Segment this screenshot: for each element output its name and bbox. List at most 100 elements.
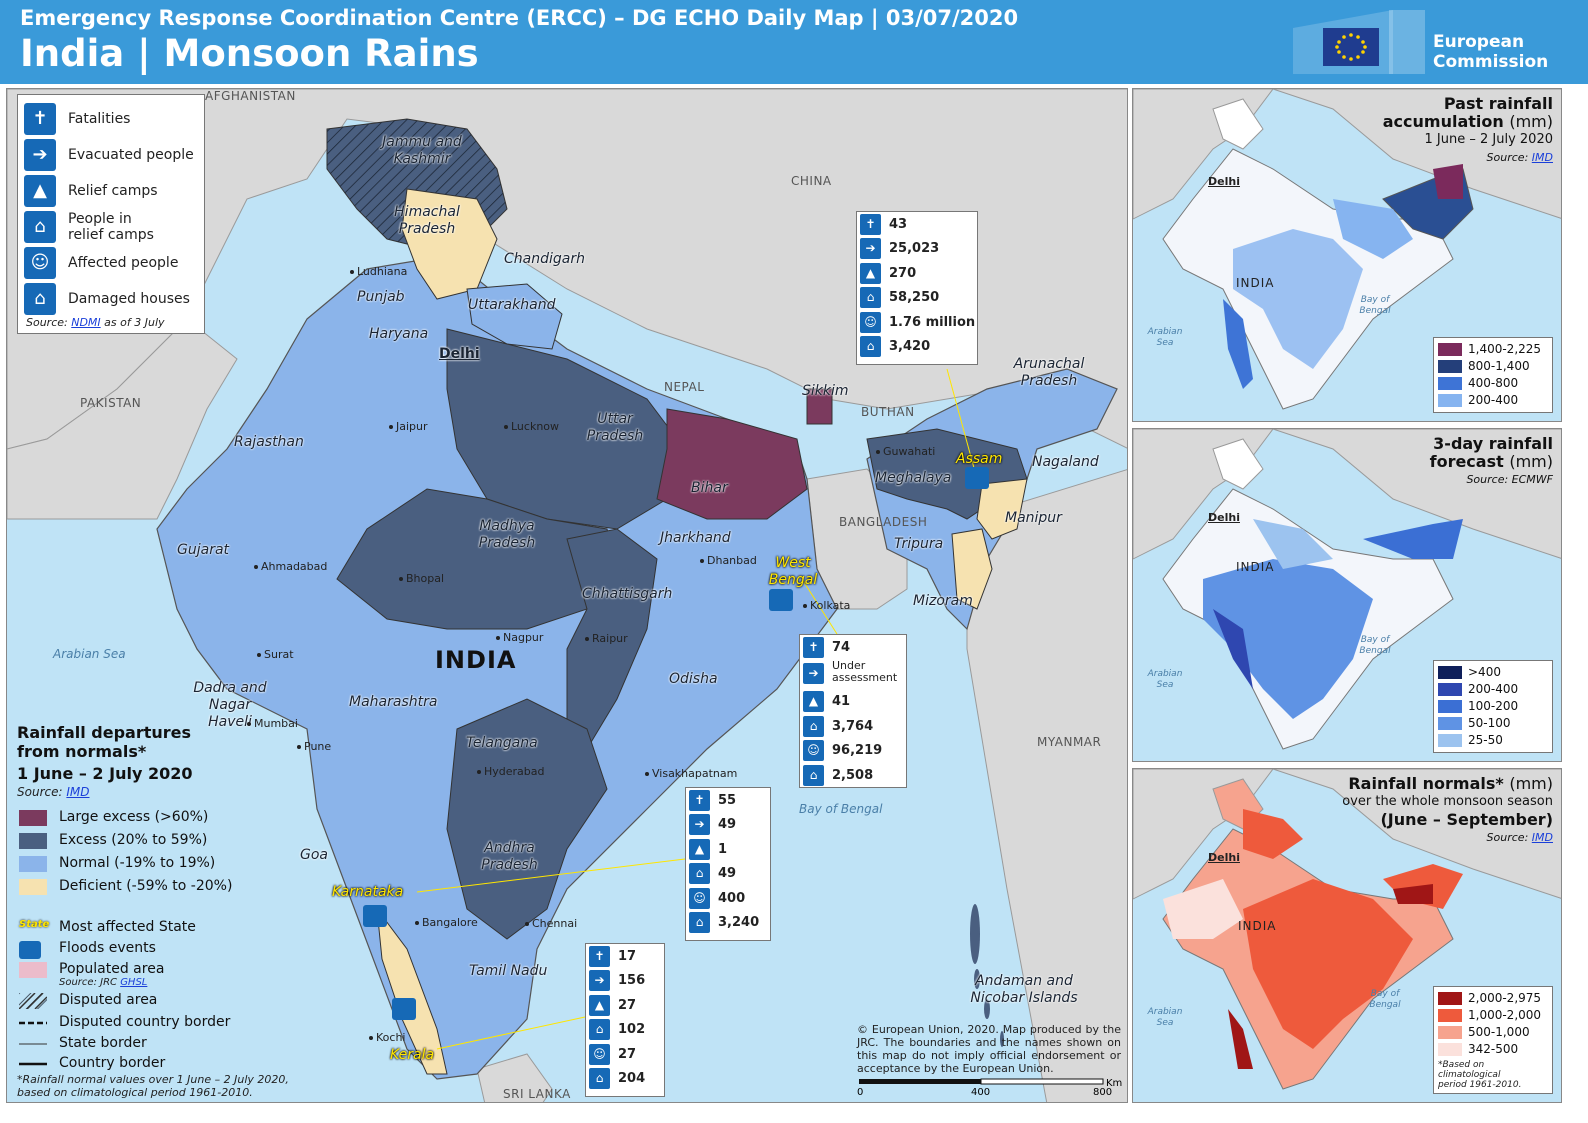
label-haryana: Haryana xyxy=(369,326,429,342)
assam-fatalities: 43 xyxy=(889,217,908,232)
label-bay-of-bengal: Bay of Bengal xyxy=(799,802,883,816)
past-bay-of-bengal: Bay of Bengal xyxy=(1359,295,1391,316)
city-visakhapatnam: Visakhapatnam xyxy=(645,767,737,780)
normals-title: Rainfall normals* (mm) over the whole mo… xyxy=(1342,774,1553,845)
label-sikkim: Sikkim xyxy=(802,383,849,399)
normals-delhi-label: Delhi xyxy=(1208,851,1240,864)
flood-event-icon xyxy=(19,941,41,959)
ghsl-link[interactable]: GHSL xyxy=(120,977,148,988)
ndmi-link[interactable]: NDMI xyxy=(71,316,101,329)
normals-bay-of-bengal: Bay of Bengal xyxy=(1369,989,1401,1010)
people-in-camps-icon: ⌂ xyxy=(24,211,56,243)
label-sri-lanka: SRI LANKA xyxy=(503,1087,571,1101)
normals-legend: 2,000-2,975 1,000-2,000 500-1,000 342-50… xyxy=(1433,986,1553,1094)
label-madhya-pradesh: Madhya Pradesh xyxy=(478,518,536,551)
label-bhutan: BUTHAN xyxy=(861,405,915,419)
city-ahmadabad: Ahmadabad xyxy=(254,560,327,573)
assam-relief-camps: 270 xyxy=(889,265,917,281)
evacuated-people-icon: ➔ xyxy=(24,139,56,171)
label-arunachal: Arunachal Pradesh xyxy=(1013,356,1085,389)
label-bihar: Bihar xyxy=(691,480,728,496)
label-afghanistan: AFGHANISTAN xyxy=(205,89,296,103)
label-andaman-nicobar: Andaman and Nicobar Islands xyxy=(970,973,1078,1006)
city-lucknow: Lucknow xyxy=(504,420,559,433)
city-pune: Pune xyxy=(297,740,331,753)
state-border-line xyxy=(19,1043,47,1045)
forecast-legend: >400 200-400 100-200 50-100 25-50 xyxy=(1433,660,1553,753)
main-map: AFGHANISTAN CHINA PAKISTAN NEPAL BUTHAN … xyxy=(6,88,1128,1103)
karnataka-damaged-houses: 3,240 xyxy=(718,914,760,930)
assam-affected: 1.76 million xyxy=(889,314,976,330)
evacuated-people-icon: ➔ xyxy=(689,814,710,836)
label-manipur: Manipur xyxy=(1005,510,1062,526)
normals-note: *Based on climatological period 1961-2010… xyxy=(1438,1060,1522,1090)
forecast-india-label: INDIA xyxy=(1236,560,1275,574)
label-chandigarh: Chandigarh xyxy=(504,251,585,267)
state-tag-icon: State xyxy=(19,919,50,930)
evacuated-people-icon: ➔ xyxy=(860,238,881,260)
karnataka-affected: 400 xyxy=(718,890,746,906)
karnataka-people-in-camps: 49 xyxy=(718,866,737,882)
damaged-houses-icon: ⌂ xyxy=(589,1067,610,1089)
swatch-deficient xyxy=(19,879,47,895)
scale-tick-400: 400 xyxy=(971,1087,991,1098)
disputed-border-line xyxy=(19,1021,47,1025)
label-jammu-kashmir: Jammu and Kashmir xyxy=(382,134,462,167)
rainfall-legend: Rainfall departures from normals* 1 June –… xyxy=(17,723,307,1099)
class-large-excess: Large excess (>60%) xyxy=(17,807,307,829)
label-pakistan: PAKISTAN xyxy=(80,396,142,410)
impact-source: Source: NDMI as of 3 July xyxy=(26,316,165,329)
label-jharkhand: Jharkhand xyxy=(660,530,731,546)
wb-evacuated: Under assessment xyxy=(832,659,898,685)
wb-people-in-camps: 3,764 xyxy=(832,718,874,734)
wb-affected: 96,219 xyxy=(832,743,883,759)
symbol-populated-area: Populated area Source: JRC GHSL xyxy=(17,959,307,991)
label-uttarakhand: Uttarakhand xyxy=(468,297,556,313)
fatalities-icon: ✝ xyxy=(589,946,610,967)
symbol-floods: Floods events xyxy=(17,938,307,960)
kerala-fatalities: 17 xyxy=(618,949,637,964)
label-kerala: Kerala xyxy=(390,1047,435,1063)
label-maharashtra: Maharashtra xyxy=(349,694,438,710)
stat-box-kerala: ✝ 17 ➔ 156 ▲ 27 ⌂ 102 ☺ 27 ⌂ 204 xyxy=(585,943,665,1097)
past-india-label: INDIA xyxy=(1236,276,1275,290)
kerala-evacuated: 156 xyxy=(618,973,646,989)
symbol-most-affected-state: State Most affected State xyxy=(19,919,196,935)
stat-box-assam: ✝ 43 ➔ 25,023 ▲ 270 ⌂ 58,250 ☺ 1.76 million ⌂… xyxy=(856,211,978,365)
damaged-houses-icon: ⌂ xyxy=(860,335,881,357)
normals-arabian-sea: Arabian Sea xyxy=(1147,1007,1183,1028)
label-bangladesh: BANGLADESH xyxy=(839,515,928,529)
affected-people-icon: ☺ xyxy=(24,247,56,279)
people-in-camps-icon: ⌂ xyxy=(860,287,881,309)
normals-imd-link[interactable]: IMD xyxy=(1531,831,1553,844)
relief-camp-icon: ▲ xyxy=(803,691,824,713)
legend-fatalities: ✝ Fatalities xyxy=(24,103,202,137)
label-meghalaya: Meghalaya xyxy=(875,470,952,486)
city-kochi: Kochi xyxy=(369,1031,405,1044)
class-excess: Excess (20% to 59%) xyxy=(17,830,307,852)
impact-legend: ✝ Fatalities ➔ Evacuated people ▲ Relief… xyxy=(17,94,205,334)
scale-bar: 0 400 800 Km xyxy=(857,1077,1122,1099)
map-subtitle: Emergency Response Coordination Centre (… xyxy=(20,6,1019,30)
wb-damaged-houses: 2,508 xyxy=(832,767,874,783)
inset-past-rainfall: Past rainfall accumulation (mm) 1 June –… xyxy=(1132,88,1562,422)
populated-area-swatch xyxy=(19,962,47,978)
legend-evacuated: ➔ Evacuated people xyxy=(24,139,202,173)
affected-people-icon: ☺ xyxy=(860,311,881,333)
kerala-people-in-camps: 102 xyxy=(618,1022,646,1038)
rainfall-footnote: *Rainfall normal values over 1 June – 2 … xyxy=(17,1073,289,1099)
city-dhanbad: Dhanbad xyxy=(700,554,757,567)
kerala-damaged-houses: 204 xyxy=(618,1070,646,1086)
relief-camp-icon: ▲ xyxy=(860,262,881,284)
forecast-arabian-sea: Arabian Sea xyxy=(1147,669,1183,690)
label-andhra-pradesh: Andhra Pradesh xyxy=(481,840,538,873)
label-tamil-nadu: Tamil Nadu xyxy=(469,963,548,979)
fatalities-icon: ✝ xyxy=(860,214,881,235)
past-imd-link[interactable]: IMD xyxy=(1531,151,1553,164)
european-commission-logo: European Commission xyxy=(1293,6,1568,78)
city-chennai: Chennai xyxy=(525,917,577,930)
past-delhi-label: Delhi xyxy=(1208,175,1240,188)
map-title: India | Monsoon Rains xyxy=(20,32,479,75)
symbol-state-border: State border xyxy=(17,1033,307,1055)
imd-link[interactable]: IMD xyxy=(66,785,90,799)
